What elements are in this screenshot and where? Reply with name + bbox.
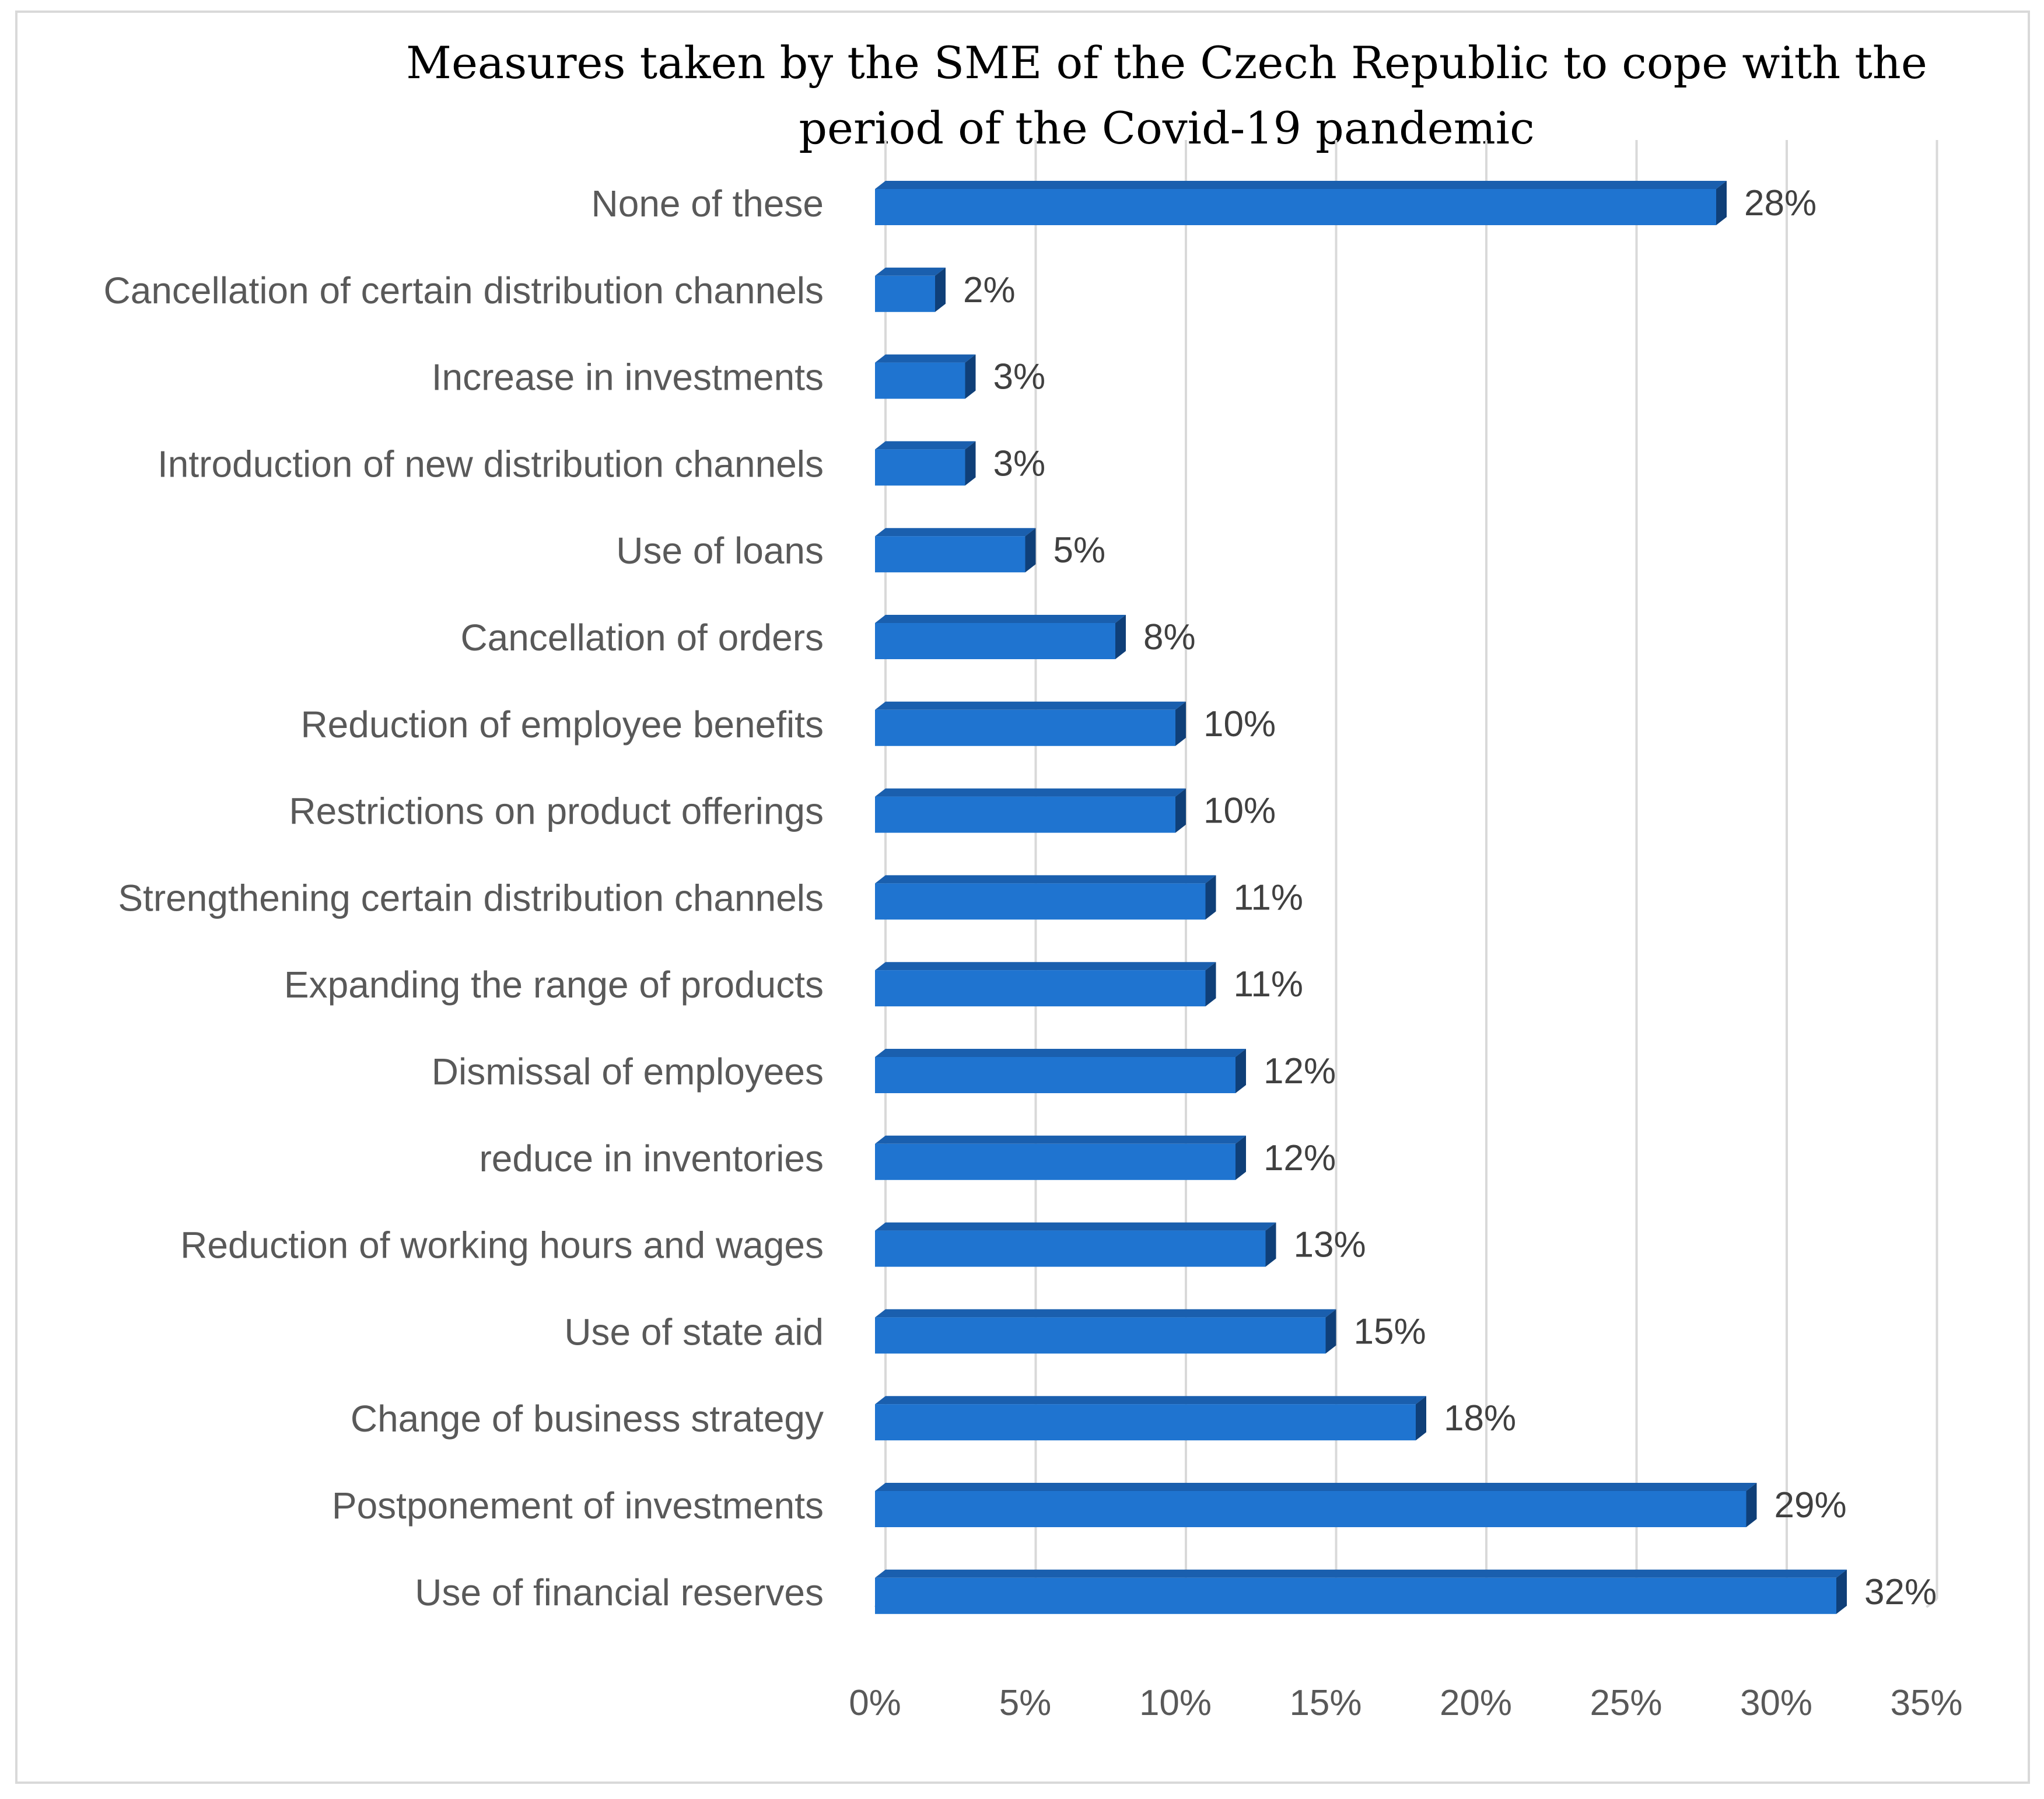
x-tick-label: 20% xyxy=(1440,1683,1512,1723)
chart-title: Measures taken by the SME of the Czech R… xyxy=(406,37,1927,154)
bar-top-face xyxy=(875,701,1186,710)
x-tick-label: 5% xyxy=(999,1683,1052,1723)
bar xyxy=(875,1143,1236,1180)
bar xyxy=(875,970,1206,1007)
data-label: 8% xyxy=(1143,617,1196,657)
bar-top-face xyxy=(875,354,976,363)
bar-top-face xyxy=(875,615,1126,623)
bar-top-face xyxy=(875,1396,1426,1405)
bar-side-face xyxy=(1265,1222,1276,1267)
category-label: Reduction of employee benefits xyxy=(300,704,824,746)
category-label: Dismissal of employees xyxy=(432,1051,824,1093)
category-label: Cancellation of certain distribution cha… xyxy=(104,270,824,312)
x-tick-label: 15% xyxy=(1289,1683,1362,1723)
category-label: reduce in inventories xyxy=(479,1138,824,1180)
data-label: 12% xyxy=(1264,1051,1336,1091)
bar xyxy=(875,1230,1266,1267)
bar xyxy=(875,362,965,399)
x-tick-label: 25% xyxy=(1590,1683,1662,1723)
bar-side-face xyxy=(1746,1483,1757,1527)
category-label: Restrictions on product offerings xyxy=(289,790,824,832)
bar-top-face xyxy=(875,962,1216,971)
bar-side-face xyxy=(1416,1396,1426,1441)
x-tick-label: 30% xyxy=(1740,1683,1812,1723)
bar-side-face xyxy=(1175,701,1186,746)
bar xyxy=(875,1057,1236,1093)
data-label: 2% xyxy=(963,270,1016,310)
bar-side-face xyxy=(1325,1309,1336,1354)
bar-side-face xyxy=(1025,528,1036,573)
data-label: 3% xyxy=(993,443,1046,484)
bar-top-face xyxy=(875,1135,1246,1144)
category-label: Use of loans xyxy=(616,530,824,572)
bar-side-face xyxy=(965,441,976,486)
data-label: 5% xyxy=(1054,530,1106,570)
bar-side-face xyxy=(1716,181,1727,225)
bar-side-face xyxy=(1205,875,1216,920)
data-label: 32% xyxy=(1864,1572,1937,1612)
bar xyxy=(875,1404,1416,1441)
category-label: Strengthening certain distribution chann… xyxy=(118,877,824,919)
bar xyxy=(875,709,1175,746)
bar-top-face xyxy=(875,1049,1246,1057)
category-label: Use of financial reserves xyxy=(415,1572,824,1614)
bar-side-face xyxy=(1236,1135,1246,1180)
bar xyxy=(875,796,1175,833)
data-label: 29% xyxy=(1774,1485,1847,1525)
bar xyxy=(875,883,1206,920)
data-label: 3% xyxy=(993,357,1046,397)
bar-top-face xyxy=(875,1569,1847,1578)
bar-side-face xyxy=(1175,788,1186,833)
data-label: 10% xyxy=(1203,704,1276,744)
bar xyxy=(875,623,1115,659)
bar-top-face xyxy=(875,267,946,276)
bar xyxy=(875,1491,1746,1527)
bar-side-face xyxy=(1236,1049,1246,1093)
category-label: Cancellation of orders xyxy=(460,617,824,659)
category-label: Increase in investments xyxy=(432,356,824,398)
bar-side-face xyxy=(1205,962,1216,1007)
floor-gridline xyxy=(1926,1598,1938,1608)
x-tick-label: 10% xyxy=(1139,1683,1212,1723)
data-label: 12% xyxy=(1264,1138,1336,1178)
bar xyxy=(875,1577,1836,1614)
bar-side-face xyxy=(1836,1569,1847,1614)
bar xyxy=(875,536,1026,573)
bar-top-face xyxy=(875,181,1727,189)
category-label: Reduction of working hours and wages xyxy=(180,1224,824,1266)
category-label: Change of business strategy xyxy=(351,1398,824,1440)
category-label: Postponement of investments xyxy=(332,1485,824,1527)
x-tick-label: 35% xyxy=(1890,1683,1962,1723)
x-tick-label: 0% xyxy=(849,1683,901,1723)
bar-side-face xyxy=(935,267,946,312)
bar-top-face xyxy=(875,528,1036,537)
bar xyxy=(875,275,935,312)
bar-side-face xyxy=(1115,615,1126,659)
data-label: 13% xyxy=(1294,1225,1366,1265)
bar xyxy=(875,189,1716,225)
bar-top-face xyxy=(875,788,1186,797)
bar-top-face xyxy=(875,1483,1757,1491)
bar-top-face xyxy=(875,875,1216,884)
bar-side-face xyxy=(965,354,976,399)
bar xyxy=(875,1317,1326,1354)
data-label: 11% xyxy=(1234,877,1304,918)
bar-top-face xyxy=(875,1309,1336,1318)
data-label: 18% xyxy=(1444,1398,1516,1438)
category-label: None of these xyxy=(592,183,824,225)
category-label: Expanding the range of products xyxy=(284,964,824,1006)
bar-top-face xyxy=(875,441,976,450)
category-label: Use of state aid xyxy=(564,1311,824,1353)
bar-top-face xyxy=(875,1222,1276,1231)
data-label: 10% xyxy=(1203,791,1276,831)
data-label: 11% xyxy=(1234,964,1304,1005)
data-label: 28% xyxy=(1744,183,1817,223)
data-label: 15% xyxy=(1354,1311,1426,1352)
category-label: Introduction of new distribution channel… xyxy=(158,443,824,485)
bar xyxy=(875,449,965,486)
